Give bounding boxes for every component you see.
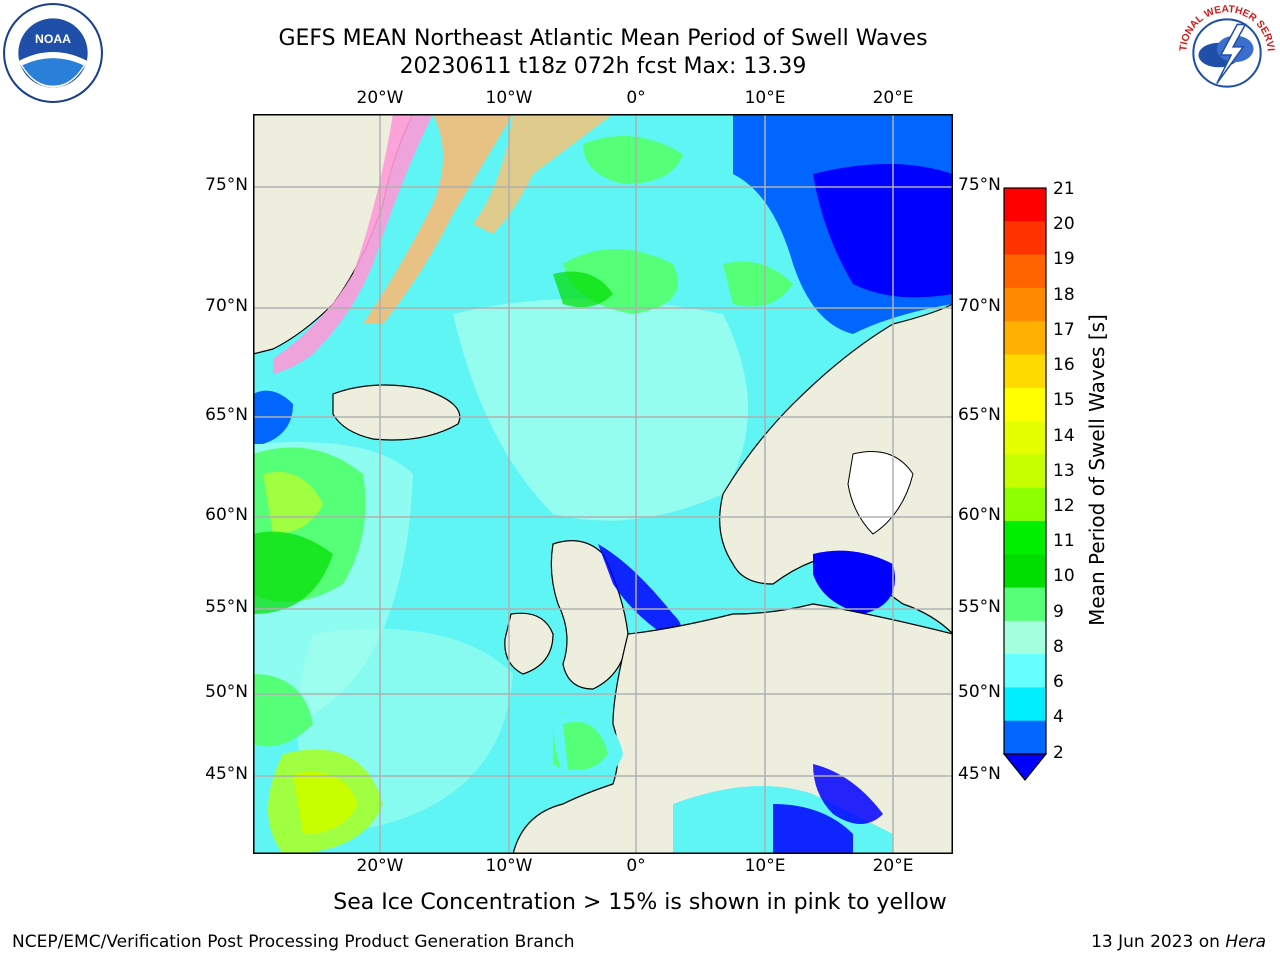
sea-ice (273, 114, 433, 374)
lat-label-right: 50°N (958, 682, 1001, 702)
colorbar-tick: 19 (1053, 249, 1075, 269)
lon-label-top: 10°E (744, 88, 786, 108)
colorbar-tick: 15 (1053, 390, 1075, 410)
map-frame (253, 114, 953, 854)
sea-ice-note: Sea Ice Concentration > 15% is shown in … (333, 890, 947, 915)
colorbar-tick: 16 (1053, 355, 1075, 375)
colorbar-swatch (1004, 720, 1046, 755)
colorbar-tick: 2 (1053, 743, 1064, 763)
colorbar-swatch (1004, 654, 1046, 688)
lon-label-bottom: 10°W (485, 856, 533, 876)
colorbar-swatch (1004, 454, 1046, 489)
colorbar-swatch (1004, 487, 1046, 522)
lat-label-left: 50°N (205, 682, 248, 702)
colorbar-tick: 6 (1053, 672, 1064, 692)
lat-label-left: 55°N (205, 597, 248, 617)
lat-label-right: 55°N (958, 597, 1001, 617)
svg-text:NOAA: NOAA (35, 32, 71, 46)
lat-label-right: 65°N (958, 405, 1001, 425)
lon-label-bottom: 10°E (744, 856, 786, 876)
colorbar-extend-arrow (1002, 753, 1048, 781)
colorbar-tick: 10 (1053, 566, 1075, 586)
swell-zone-light (453, 299, 748, 521)
colorbar-swatch (1004, 520, 1046, 555)
colorbar-swatch (1004, 620, 1046, 655)
colorbar-label: Mean Period of Swell Waves [s] (1085, 314, 1109, 626)
colorbar-swatch (1004, 587, 1046, 622)
colorbar-swatch (1004, 254, 1046, 289)
nws-logo: NATIONAL WEATHER SERVICE (1176, 2, 1276, 102)
lat-label-right: 45°N (958, 764, 1001, 784)
swell-period-map (253, 114, 953, 854)
lat-label-left: 60°N (205, 505, 248, 525)
colorbar-swatch (1004, 554, 1046, 589)
colorbar-tick: 17 (1053, 320, 1075, 340)
colorbar-tick: 8 (1053, 637, 1064, 657)
colorbar-tick: 18 (1053, 285, 1075, 305)
colorbar-swatch (1004, 387, 1046, 422)
footer-date: 13 Jun 2023 on Hera (1091, 932, 1266, 952)
lon-label-top: 10°W (485, 88, 533, 108)
colorbar-tick: 20 (1053, 214, 1075, 234)
lat-label-left: 75°N (205, 175, 248, 195)
noaa-logo: NOAA (3, 3, 103, 103)
lon-label-bottom: 20°E (872, 856, 914, 876)
colorbar-tick: 9 (1053, 602, 1064, 622)
colorbar-tick: 14 (1053, 426, 1075, 446)
lat-label-right: 70°N (958, 296, 1001, 316)
land-ireland (504, 612, 554, 675)
lon-label-top: 20°E (872, 88, 914, 108)
colorbar-tick: 13 (1053, 461, 1075, 481)
colorbar-tick: 4 (1053, 707, 1064, 727)
colorbar-swatch (1004, 188, 1046, 222)
colorbar-swatch (1004, 421, 1046, 455)
footer-machine: Hera (1225, 932, 1266, 952)
footer-org: NCEP/EMC/Verification Post Processing Pr… (12, 932, 575, 952)
colorbar-tick: 11 (1053, 531, 1075, 551)
lon-label-bottom: 20°W (356, 856, 404, 876)
land-iceland (332, 384, 461, 441)
colorbar-swatch (1004, 321, 1046, 355)
colorbar-swatch (1004, 687, 1046, 722)
lat-label-right: 60°N (958, 505, 1001, 525)
colorbar-swatch (1004, 354, 1046, 389)
colorbar-tick: 12 (1053, 496, 1075, 516)
lon-label-top: 20°W (356, 88, 404, 108)
colorbar-tick: 21 (1053, 179, 1075, 199)
lon-label-bottom: 0° (626, 856, 646, 876)
map-title: GEFS MEAN Northeast Atlantic Mean Period… (278, 26, 928, 51)
lat-label-left: 70°N (205, 296, 248, 316)
map-subtitle: 20230611 t18z 072h fcst Max: 13.39 (399, 54, 807, 79)
lat-label-right: 75°N (958, 175, 1001, 195)
colorbar-swatch (1004, 287, 1046, 322)
footer-date-text: 13 Jun 2023 on (1091, 932, 1226, 952)
map-gridlines (253, 114, 953, 854)
colorbar (1002, 187, 1048, 781)
lat-label-left: 65°N (205, 405, 248, 425)
lat-label-left: 45°N (205, 764, 248, 784)
lon-label-top: 0° (626, 88, 646, 108)
colorbar-swatch (1004, 221, 1046, 256)
